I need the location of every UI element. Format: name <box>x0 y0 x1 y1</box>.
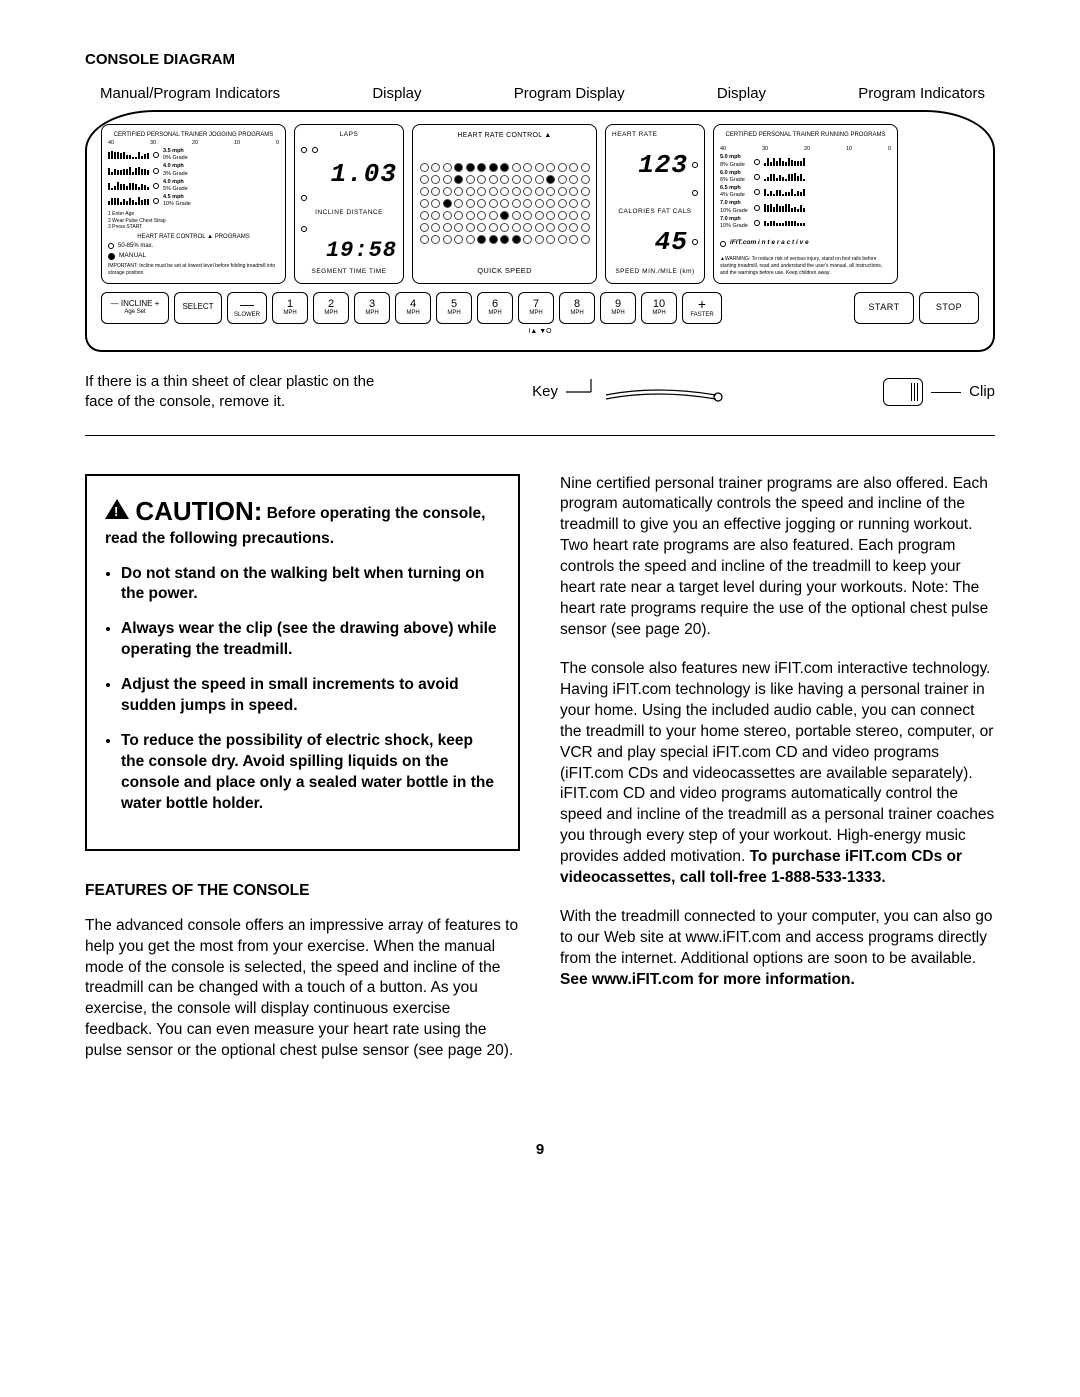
right-p3: With the treadmill connected to your com… <box>560 907 995 991</box>
faster-button[interactable]: +FASTER <box>682 292 722 324</box>
slower-button[interactable]: —SLOWER <box>227 292 267 324</box>
callout: Display <box>717 84 766 104</box>
right-p1: Nine certified personal trainer programs… <box>560 474 995 641</box>
speed-3-button[interactable]: 3MPH <box>354 292 390 324</box>
arrow-indicators: I▲ ▼O <box>101 327 979 336</box>
important-note: IMPORTANT: Incline must be set at lowest… <box>108 263 279 277</box>
speed-9-button[interactable]: 9MPH <box>600 292 636 324</box>
incline-button[interactable]: — INCLINE +Age Set <box>101 292 169 324</box>
caution-word: CAUTION: <box>135 496 262 526</box>
clip-label: Clip <box>969 382 995 402</box>
console-diagram: CERTIFIED PERSONAL TRAINER JOGGING PROGR… <box>85 110 995 353</box>
manual-label: MANUAL <box>119 252 146 261</box>
select-button[interactable]: SELECT <box>174 292 222 324</box>
pct-label: 50-85% max. <box>118 242 153 250</box>
hr-programs-label: HEART RATE CONTROL ▲ PROGRAMS <box>108 233 279 241</box>
caution-list: Do not stand on the walking belt when tu… <box>105 564 500 815</box>
hr-label: HEART RATE <box>612 131 698 140</box>
display-left: LAPS 1.03 INCLINE DISTANCE 19:58 SEGMENT… <box>294 124 404 284</box>
incline-distance-label: INCLINE DISTANCE <box>301 209 397 218</box>
stop-button[interactable]: STOP <box>919 292 979 324</box>
caution-item: Always wear the clip (see the drawing ab… <box>121 619 500 661</box>
laps-value: 1.03 <box>301 161 397 187</box>
caution-heading: CAUTION: Before operating the console, r… <box>105 494 500 550</box>
caution-item: Do not stand on the walking belt when tu… <box>121 564 500 606</box>
right-indicator-panel: CERTIFIED PERSONAL TRAINER RUNNING PROGR… <box>713 124 898 284</box>
display-right: HEART RATE 123 CALORIES FAT CALS 45 SPEE… <box>605 124 705 284</box>
callout: Display <box>372 84 421 104</box>
plastic-note: If there is a thin sheet of clear plasti… <box>85 372 385 413</box>
speed-10-button[interactable]: 10MPH <box>641 292 677 324</box>
time-value: 19:58 <box>301 240 397 262</box>
callout: Program Indicators <box>858 84 985 104</box>
clip-icon <box>883 378 923 406</box>
features-heading: FEATURES OF THE CONSOLE <box>85 881 520 902</box>
button-row: — INCLINE +Age Set SELECT —SLOWER 1MPH2M… <box>101 292 979 324</box>
under-callouts: If there is a thin sheet of clear plasti… <box>85 372 995 413</box>
callout-row: Manual/Program Indicators Display Progra… <box>100 84 985 104</box>
start-button[interactable]: START <box>854 292 914 324</box>
speed-4-button[interactable]: 4MPH <box>395 292 431 324</box>
left-indicator-panel: CERTIFIED PERSONAL TRAINER JOGGING PROGR… <box>101 124 286 284</box>
features-p1: The advanced console offers an impressiv… <box>85 916 520 1062</box>
time-label: SEGMENT TIME TIME <box>301 268 397 277</box>
callout: Manual/Program Indicators <box>100 84 280 104</box>
program-display: HEART RATE CONTROL ▲ QUICK SPEED <box>412 124 597 284</box>
quick-speed-label: QUICK SPEED <box>419 266 590 276</box>
key-icon <box>566 377 736 407</box>
page-number: 9 <box>85 1140 995 1160</box>
key-label: Key <box>532 382 558 402</box>
hr-control-label: HEART RATE CONTROL ▲ <box>419 131 590 140</box>
speed-7-button[interactable]: 7MPH <box>518 292 554 324</box>
hr-value: 123 <box>612 152 688 178</box>
section-divider <box>85 435 995 436</box>
warning-text: ▲WARNING: To reduce risk of serious inju… <box>720 256 891 276</box>
speed-1-button[interactable]: 1MPH <box>272 292 308 324</box>
speed-2-button[interactable]: 2MPH <box>313 292 349 324</box>
callout: Program Display <box>514 84 625 104</box>
caution-item: To reduce the possibility of electric sh… <box>121 731 500 815</box>
panel-header: CERTIFIED PERSONAL TRAINER JOGGING PROGR… <box>108 131 279 139</box>
caution-box: CAUTION: Before operating the console, r… <box>85 474 520 851</box>
speed-6-button[interactable]: 6MPH <box>477 292 513 324</box>
speed-label: SPEED MIN./MILE (km) <box>612 268 698 277</box>
speed-5-button[interactable]: 5MPH <box>436 292 472 324</box>
warning-icon <box>105 499 129 519</box>
speed-8-button[interactable]: 8MPH <box>559 292 595 324</box>
panel-header: CERTIFIED PERSONAL TRAINER RUNNING PROGR… <box>720 131 891 139</box>
cal-label: CALORIES FAT CALS <box>612 208 698 217</box>
laps-label: LAPS <box>301 131 397 140</box>
ifit-label: iFIT.com i n t e r a c t i v e <box>730 239 809 248</box>
caution-item: Adjust the speed in small increments to … <box>121 675 500 717</box>
page-title: CONSOLE DIAGRAM <box>85 50 995 70</box>
cal-value: 45 <box>612 229 688 255</box>
right-p2: The console also features new iFIT.com i… <box>560 659 995 889</box>
